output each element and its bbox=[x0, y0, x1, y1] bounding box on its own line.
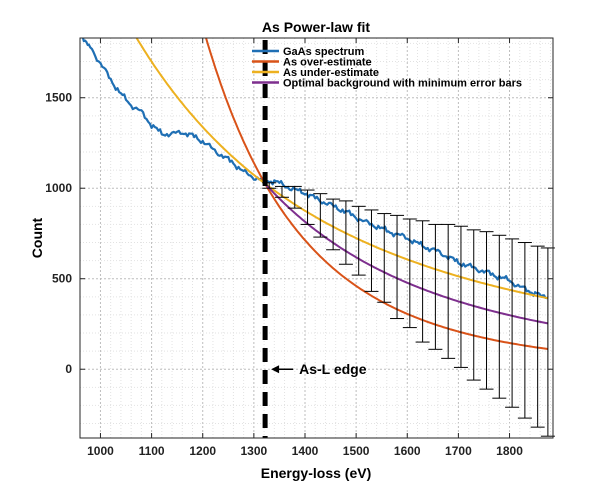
error-bar bbox=[274, 185, 289, 198]
error-bar bbox=[428, 223, 443, 350]
series-line-optimal-background-with-minimum-error-bars bbox=[263, 181, 549, 325]
chart-title: As Power-law fit bbox=[262, 19, 370, 35]
error-bar bbox=[326, 198, 341, 251]
x-tick-label: 1400 bbox=[292, 444, 319, 458]
error-bar bbox=[505, 238, 520, 408]
error-bar bbox=[313, 193, 328, 238]
error-bar bbox=[351, 205, 366, 276]
annotation-text: As-L edge bbox=[299, 361, 367, 377]
edge-annotation: As-L edge bbox=[271, 361, 367, 377]
error-bar bbox=[466, 229, 481, 381]
error-bar bbox=[402, 218, 417, 329]
error-bar bbox=[300, 189, 315, 225]
error-bar bbox=[453, 225, 468, 368]
annotation-arrow-head bbox=[271, 365, 280, 374]
error-bars bbox=[262, 182, 555, 437]
x-tick-label: 1800 bbox=[496, 444, 523, 458]
series-line-as-over-estimate bbox=[205, 38, 549, 350]
legend-label: Optimal background with minimum error ba… bbox=[283, 78, 522, 90]
series-line-as-under-estimate bbox=[135, 38, 549, 300]
y-tick-label: 0 bbox=[65, 362, 72, 376]
error-bar bbox=[338, 200, 353, 265]
error-bar bbox=[377, 213, 392, 303]
error-bar bbox=[415, 220, 430, 343]
error-bar bbox=[364, 209, 379, 292]
x-tick-label: 1100 bbox=[139, 444, 165, 458]
x-tick-label: 1200 bbox=[189, 444, 216, 458]
legend-label: GaAs spectrum bbox=[283, 46, 365, 58]
error-bar bbox=[530, 245, 545, 428]
y-tick-label: 1500 bbox=[45, 91, 72, 105]
series-layer bbox=[81, 38, 549, 350]
x-tick-label: 1700 bbox=[445, 444, 472, 458]
x-axis-title: Energy-loss (eV) bbox=[261, 465, 371, 481]
y-tick-label: 1000 bbox=[45, 181, 72, 195]
error-bar bbox=[479, 231, 494, 390]
x-tick-label: 1000 bbox=[87, 444, 114, 458]
x-tick-label: 1600 bbox=[394, 444, 421, 458]
series-line-gaas-spectrum bbox=[81, 38, 549, 300]
legend-label: As over-estimate bbox=[283, 57, 372, 69]
legend-label: As under-estimate bbox=[283, 67, 379, 79]
error-bar bbox=[492, 234, 507, 399]
axis-ticks: 1000 1100 1200 1300 1400 1500 1600 1700 1800 0 500… bbox=[45, 38, 553, 458]
plot-frame bbox=[79, 37, 554, 439]
error-bar bbox=[441, 223, 456, 359]
y-axis-title: Count bbox=[29, 217, 45, 258]
x-tick-label: 1300 bbox=[241, 444, 268, 458]
error-bar bbox=[287, 185, 302, 209]
error-bar bbox=[390, 214, 405, 320]
y-tick-label: 500 bbox=[52, 272, 72, 286]
x-tick-label: 1500 bbox=[343, 444, 370, 458]
error-bar bbox=[517, 242, 532, 419]
